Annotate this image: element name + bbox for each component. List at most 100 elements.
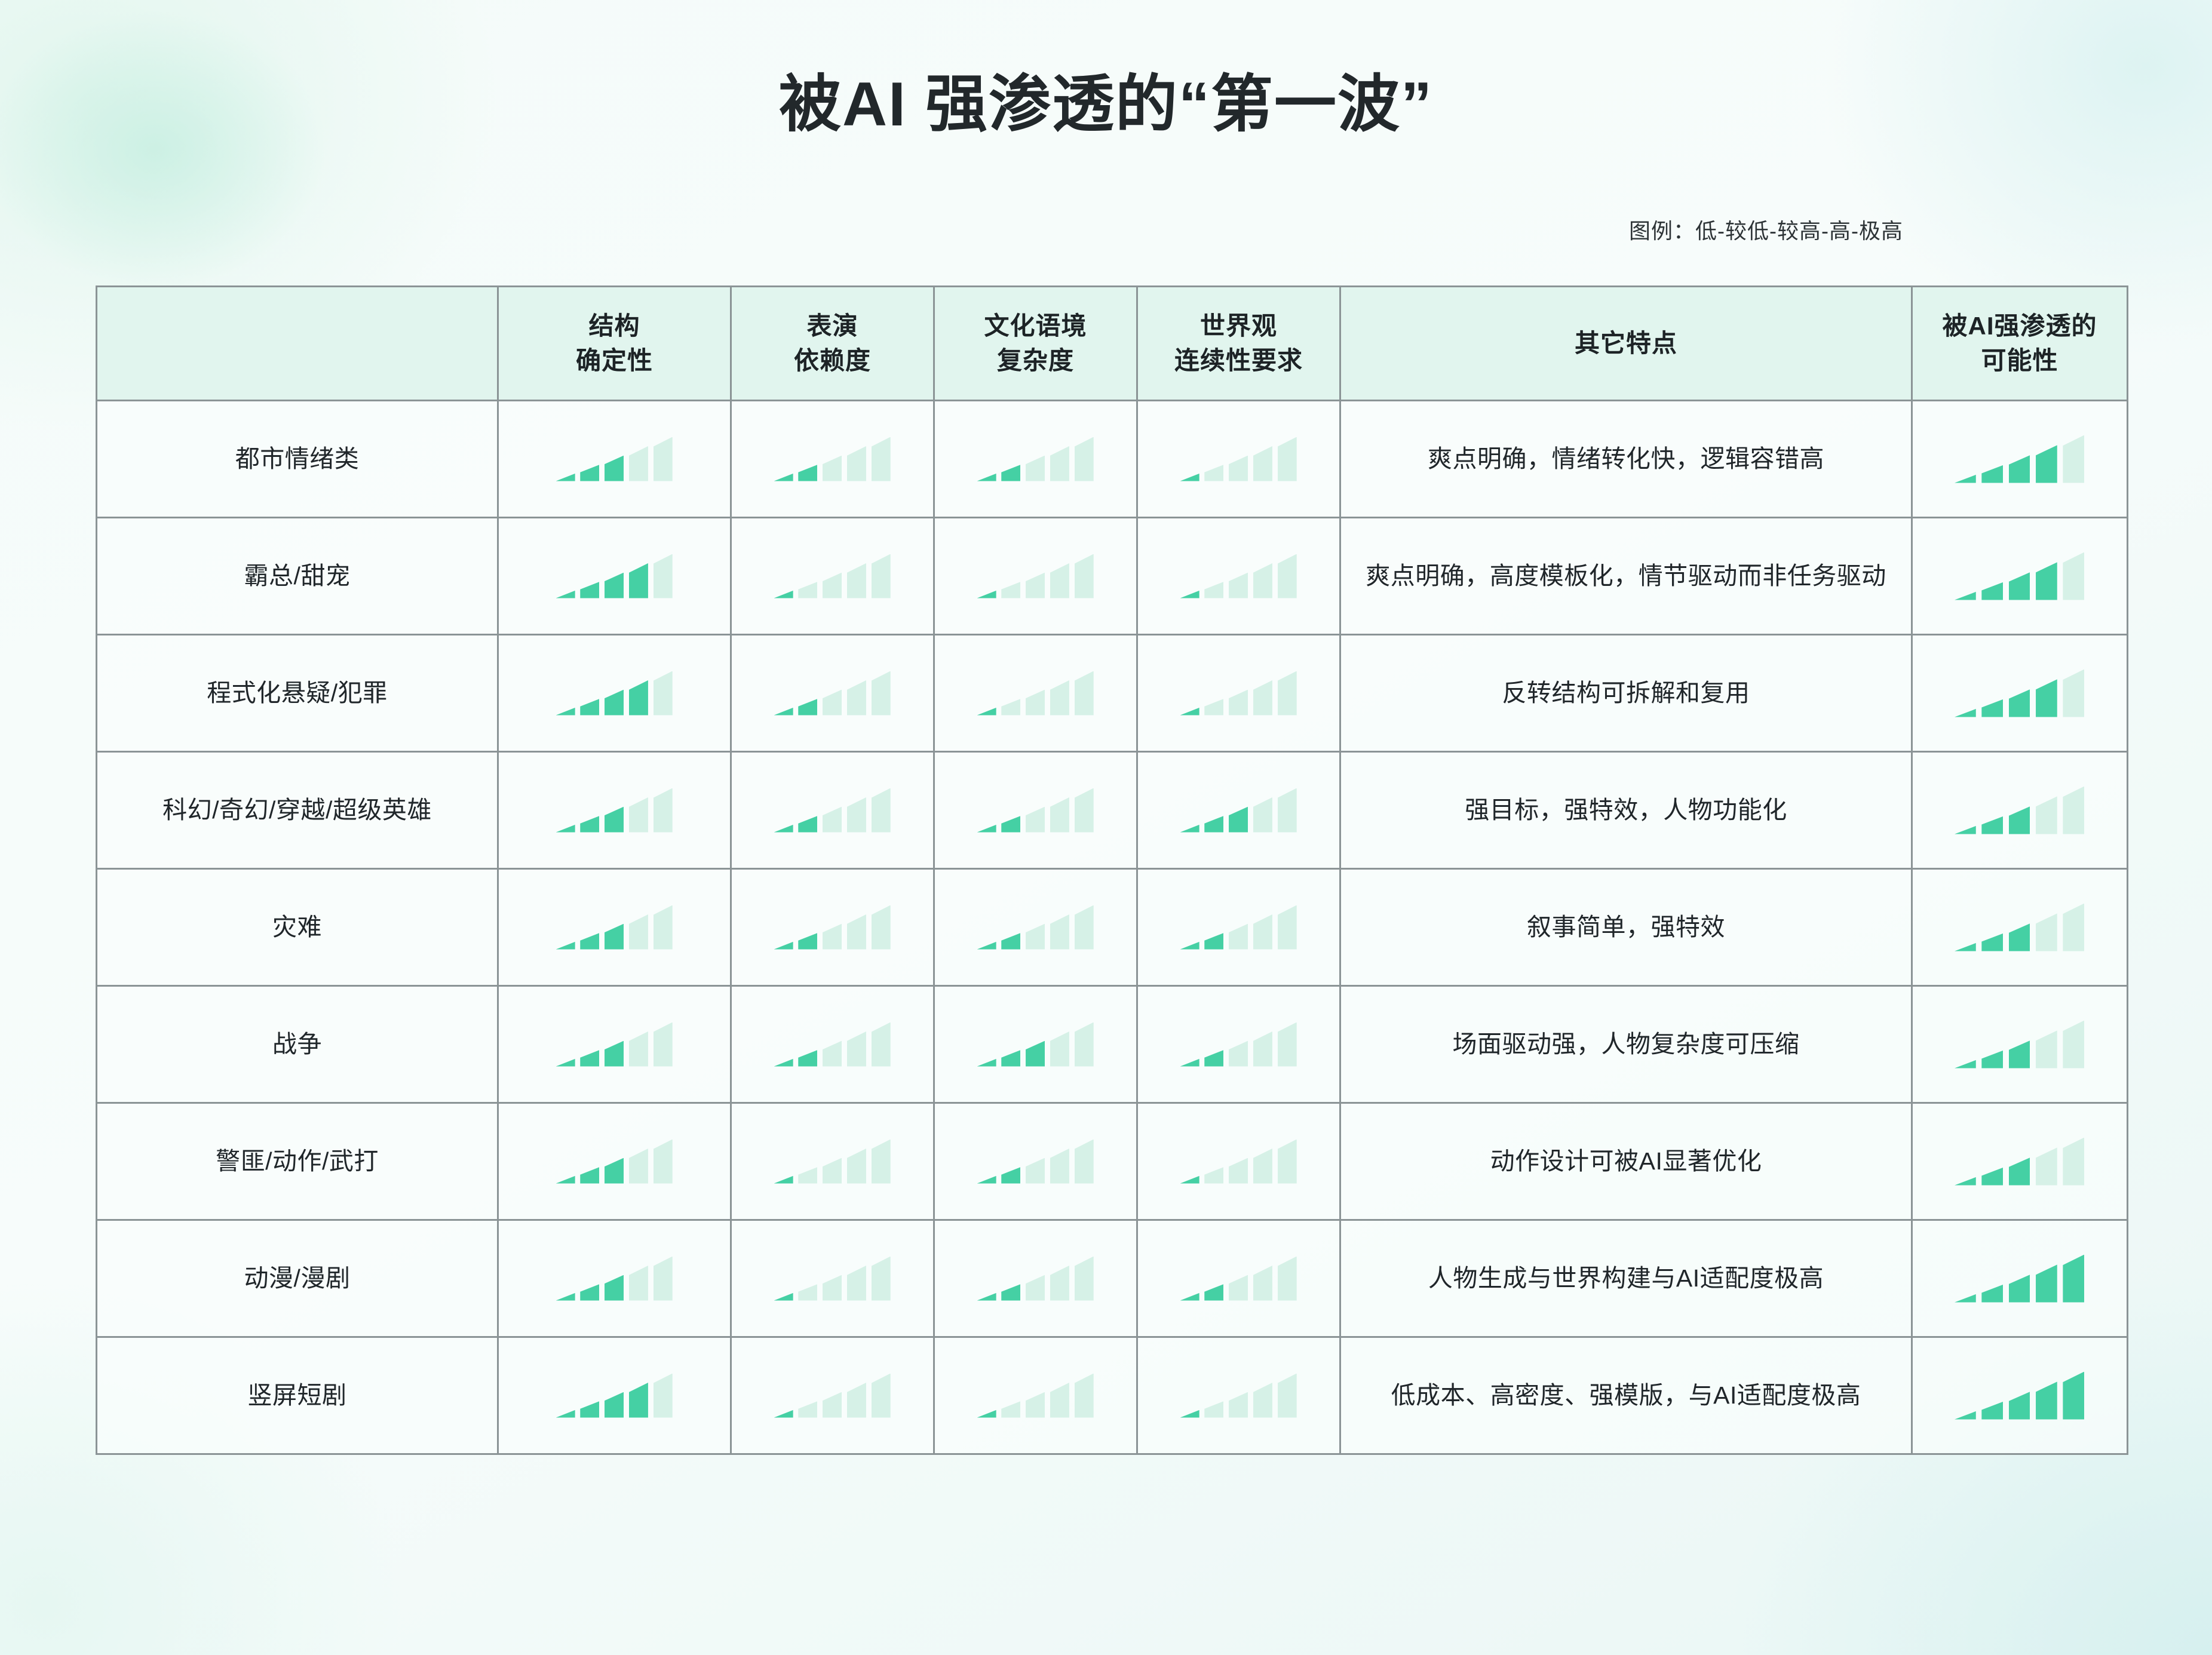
rating-segment-2 [1001,933,1021,950]
rating-segment-3 [823,1392,842,1418]
rating-segment-1 [1955,825,1976,834]
rating-culture [977,1022,1094,1067]
rating-segment-4 [1050,914,1069,950]
rating-segment-1 [556,824,575,833]
rating-segment-2 [580,816,600,833]
cell-culture [933,400,1138,518]
rating-segment-5 [871,437,891,481]
rating-segment-4 [1253,797,1272,833]
rating-segment-2 [798,582,818,598]
rating-segment-3 [1229,923,1248,950]
header-culture-line2: 复杂度 [996,346,1074,374]
rating-segment-4 [846,446,866,481]
rating-segment-2 [1204,1050,1224,1067]
rating-segment-5 [653,1022,673,1067]
rating-segment-1 [556,1175,575,1184]
rating-segment-5 [871,905,891,950]
rating-segment-5 [2063,1137,2085,1186]
rating-culture [977,1373,1094,1418]
rating-segment-3 [1229,689,1248,716]
rating-segment-1 [774,1410,793,1418]
rating-segment-3 [1026,455,1045,481]
rating-segment-1 [774,473,793,481]
rating-segment-3 [2008,1275,2030,1303]
rating-segment-5 [1074,905,1094,950]
cell-worldview [1136,400,1341,518]
rating-segment-1 [1955,474,1976,483]
rating-segment-1 [977,1410,996,1418]
rating-segment-2 [1981,933,2004,951]
rating-segment-5 [871,788,891,833]
rating-segment-1 [556,1058,575,1067]
rating-segment-5 [653,788,673,833]
table-row: 动漫/漫剧 人物生成与世界构建与AI适配度极高 [96,1219,2128,1338]
rating-segment-1 [1180,1058,1199,1067]
rating-segment-3 [1229,455,1248,481]
rating-worldview [1180,1256,1297,1301]
cell-possibility [1911,517,2128,635]
header-row: 结构 确定性 表演 依赖度 文化语境 复杂度 世界观 连续性要求 [96,285,2128,401]
table-row: 科幻/奇幻/穿越/超级英雄 强目标，强特效，人物功能化 [96,751,2128,870]
rating-worldview [1180,905,1297,950]
rating-segment-2 [798,933,818,950]
page-title: 被AI 强渗透的“第一波” [779,70,1433,139]
cell-structure [497,1102,732,1221]
rating-segment-1 [774,1292,793,1301]
rating-segment-1 [977,590,996,598]
rating-segment-4 [2036,1264,2057,1303]
rating-segment-1 [774,1175,793,1184]
cell-culture [933,517,1138,635]
cell-culture [933,1102,1138,1221]
rating-culture [977,671,1094,716]
rating-worldview [1180,788,1297,833]
cell-features: 叙事简单，强特效 [1339,868,1913,987]
rating-culture [977,437,1094,481]
rating-segment-1 [1180,1410,1199,1418]
rating-segment-2 [1001,1284,1021,1301]
rating-segment-5 [871,1022,891,1067]
rating-performance [774,1139,891,1184]
table-row: 都市情绪类 爽点明确，情绪转化快，逻辑容错高 [96,400,2128,518]
rating-segment-4 [846,680,866,716]
rating-segment-1 [1955,942,1976,951]
rating-segment-2 [798,1284,818,1301]
rating-segment-2 [1981,1284,2004,1303]
header-worldview-line2: 连续性要求 [1174,346,1303,374]
rating-segment-5 [871,554,891,598]
rating-segment-5 [2063,1254,2085,1303]
rating-segment-2 [1001,699,1021,716]
cell-worldview [1136,1336,1341,1455]
header-structure: 结构 确定性 [497,285,732,401]
rating-segment-2 [580,582,600,598]
cell-structure [497,868,732,987]
rating-segment-1 [774,941,793,950]
rating-segment-3 [605,455,624,481]
matrix-table-wrapper: 结构 确定性 表演 依赖度 文化语境 复杂度 世界观 连续性要求 [96,285,2128,1455]
rating-segment-1 [1180,1292,1199,1301]
rating-segment-1 [1955,1177,1976,1186]
rating-segment-2 [580,1050,600,1067]
rating-performance [774,1373,891,1418]
rating-segment-5 [653,554,673,598]
rating-segment-4 [1050,680,1069,716]
cell-features: 强目标，强特效，人物功能化 [1339,751,1913,870]
cell-possibility [1911,400,2128,518]
rating-segment-5 [1074,437,1094,481]
rating-segment-5 [871,1373,891,1418]
header-worldview: 世界观 连续性要求 [1136,285,1341,401]
rating-segment-2 [1001,582,1021,598]
rating-worldview [1180,437,1297,481]
rating-segment-5 [1277,1256,1297,1301]
rating-segment-4 [2036,913,2057,951]
rating-segment-3 [1229,806,1248,833]
rating-segment-3 [2008,689,2030,717]
rating-segment-1 [1180,941,1199,950]
cell-features: 爽点明确，情绪转化快，逻辑容错高 [1339,400,1913,518]
cell-worldview [1136,985,1341,1104]
rating-segment-3 [605,806,624,833]
rating-segment-3 [605,1275,624,1301]
cell-culture [933,985,1138,1104]
header-performance-line2: 依赖度 [793,346,871,374]
rating-segment-2 [580,699,600,716]
rating-segment-2 [580,1401,600,1418]
